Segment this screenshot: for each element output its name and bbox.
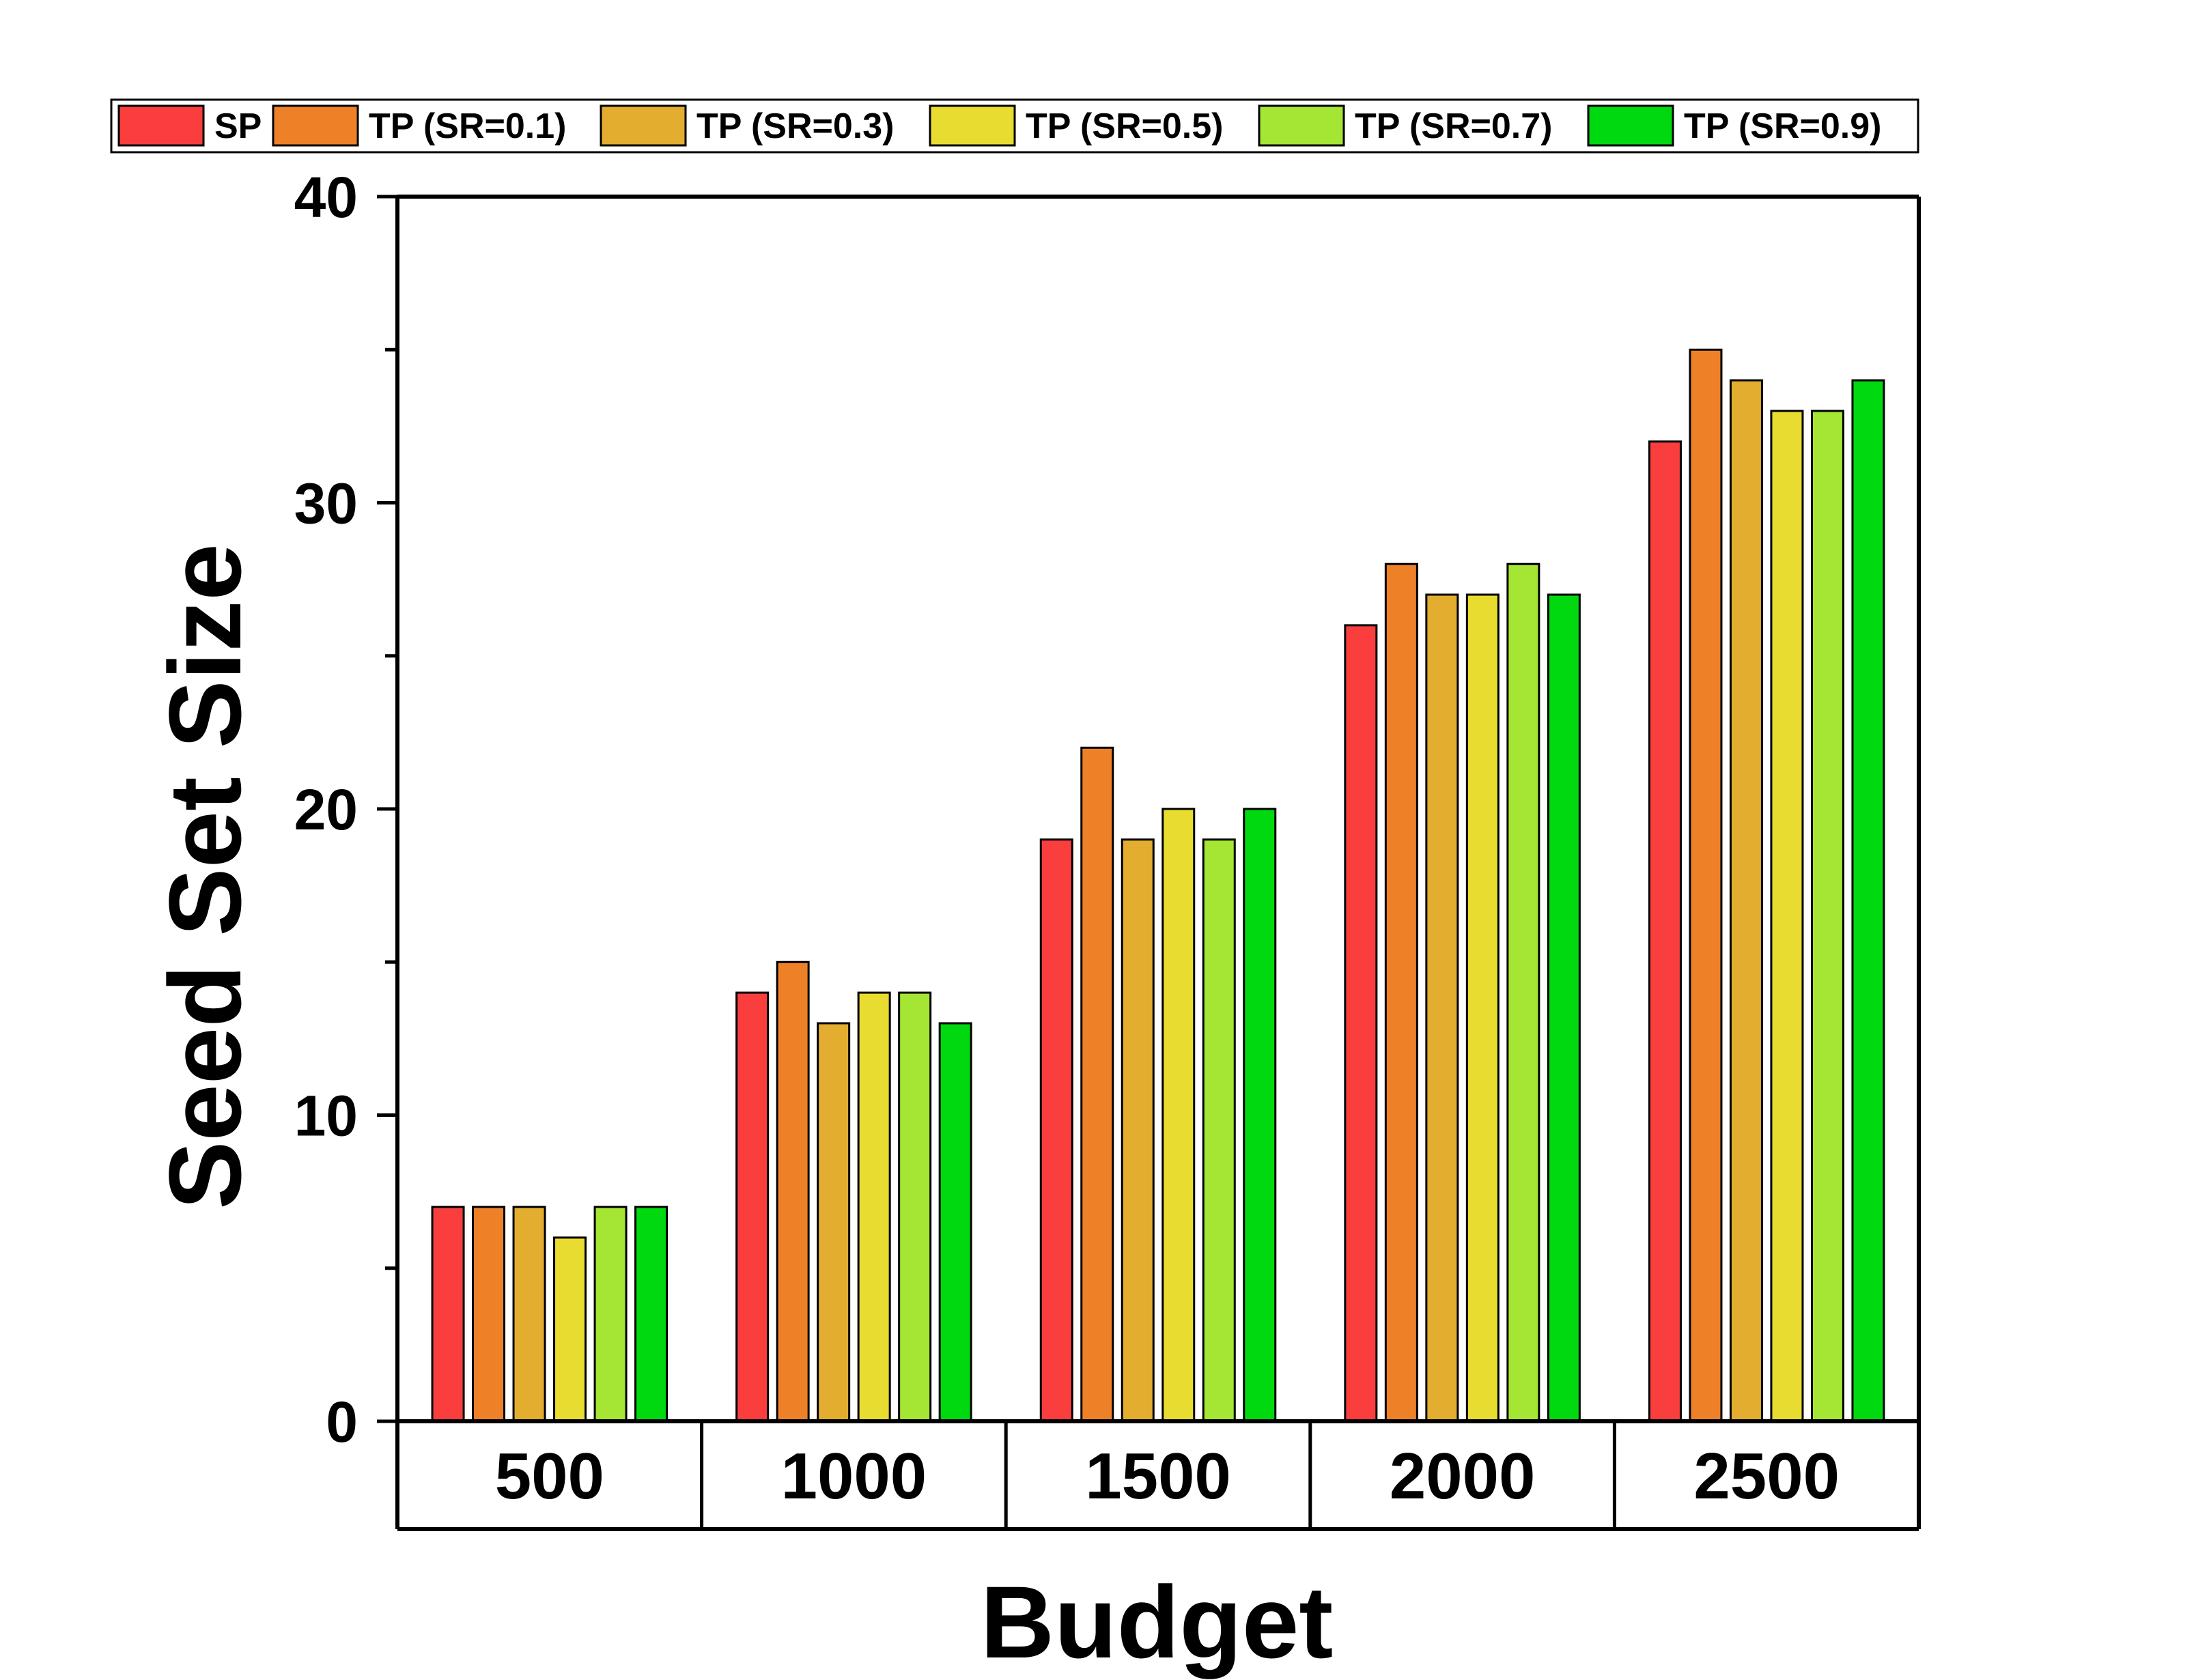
bar-sp-2000	[1344, 624, 1378, 1423]
bar-tp-sr-0-5--500	[553, 1236, 587, 1423]
bar-tp-sr-0-7--2500	[1810, 410, 1844, 1423]
bar-sp-500	[431, 1206, 465, 1423]
y-tick-label: 40	[294, 165, 358, 229]
y-tick-label: 0	[326, 1390, 358, 1454]
legend-label: TP (SR=0.7)	[1355, 106, 1552, 146]
bars	[431, 348, 1885, 1423]
x-category-label: 500	[495, 1440, 604, 1513]
bar-tp-sr-0-5--1000	[857, 991, 891, 1423]
legend-swatch	[1587, 104, 1674, 147]
axes: 0 10 20 30 40 500 1000 1500 2000 2500	[294, 165, 1921, 1531]
bar-tp-sr-0-3--2500	[1729, 379, 1763, 1423]
bar-tp-sr-0-1--1500	[1080, 746, 1114, 1423]
bar-tp-sr-0-1--2000	[1384, 563, 1418, 1423]
bar-tp-sr-0-7--2000	[1506, 563, 1540, 1423]
bar-tp-sr-0-1--1000	[776, 960, 810, 1423]
x-axis-title: Budget	[981, 1565, 1334, 1679]
bar-tp-sr-0-9--500	[634, 1206, 668, 1423]
bar-tp-sr-0-7--1500	[1202, 838, 1236, 1423]
bar-tp-sr-0-5--2500	[1770, 410, 1804, 1423]
bar-tp-sr-0-7--500	[593, 1206, 628, 1423]
x-category-label: 2000	[1390, 1440, 1536, 1513]
y-tick-label: 20	[294, 778, 358, 842]
legend-swatch	[600, 104, 687, 147]
y-tick-label: 10	[294, 1084, 358, 1148]
bar-sp-2500	[1648, 440, 1682, 1423]
legend-swatch	[272, 104, 359, 147]
legend-label: TP (SR=0.1)	[369, 106, 566, 146]
bar-tp-sr-0-1--500	[472, 1206, 506, 1423]
x-category-label: 1000	[781, 1440, 927, 1513]
legend-swatch	[929, 104, 1016, 147]
legend-label: TP (SR=0.5)	[1026, 106, 1223, 146]
legend-label: TP (SR=0.9)	[1684, 106, 1881, 146]
bar-tp-sr-0-5--1500	[1162, 808, 1196, 1423]
bar-tp-sr-0-3--1000	[817, 1022, 851, 1423]
bar-tp-sr-0-9--2500	[1851, 379, 1885, 1423]
bar-tp-sr-0-3--500	[512, 1206, 546, 1423]
legend-swatch	[117, 104, 205, 147]
legend-label: SP	[214, 106, 262, 146]
x-category-label: 1500	[1085, 1440, 1231, 1513]
bar-sp-1500	[1039, 838, 1073, 1423]
x-category-label: 2500	[1693, 1440, 1840, 1513]
bar-tp-sr-0-7--1000	[898, 991, 932, 1423]
bar-tp-sr-0-9--1500	[1243, 808, 1277, 1423]
bar-tp-sr-0-3--2000	[1425, 593, 1459, 1423]
bar-tp-sr-0-9--1000	[938, 1022, 972, 1423]
legend-swatch	[1258, 104, 1345, 147]
bar-sp-1000	[735, 991, 770, 1423]
y-axis-title: Seed Set Size	[147, 543, 262, 1209]
bar-tp-sr-0-3--1500	[1121, 838, 1155, 1423]
y-tick-label: 30	[294, 472, 358, 536]
bar-tp-sr-0-9--2000	[1547, 593, 1581, 1423]
legend-label: TP (SR=0.3)	[696, 106, 894, 146]
bar-tp-sr-0-5--2000	[1465, 593, 1500, 1423]
bar-tp-sr-0-1--2500	[1689, 348, 1723, 1423]
legend: SP TP (SR=0.1) TP (SR=0.3) TP (SR=0.5) TP (S…	[110, 98, 1919, 154]
